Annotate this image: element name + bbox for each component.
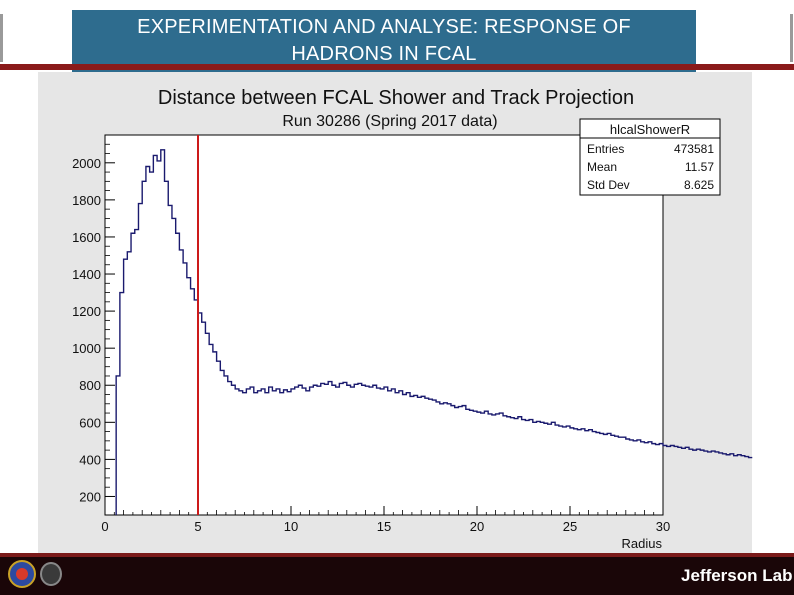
y-tick-label: 1400 bbox=[72, 267, 101, 282]
stats-entries-label: Entries bbox=[587, 142, 624, 156]
stats-mean-label: Mean bbox=[587, 160, 617, 174]
y-tick-label: 800 bbox=[79, 378, 101, 393]
stats-box-name: hlcalShowerR bbox=[610, 122, 690, 137]
seal-center bbox=[16, 568, 28, 580]
y-tick-label: 1800 bbox=[72, 193, 101, 208]
y-tick-label: 1600 bbox=[72, 230, 101, 245]
plot-area bbox=[104, 134, 664, 516]
slide-title-line2: HADRONS IN FCAL bbox=[291, 43, 477, 65]
slide-title: EXPERIMENTATION AND ANALYSE: RESPONSE OF… bbox=[72, 14, 696, 68]
stats-box: hlcalShowerR Entries 473581 Mean 11.57 S… bbox=[579, 118, 721, 196]
x-tick-label: 25 bbox=[563, 519, 577, 534]
y-tick-label: 1200 bbox=[72, 304, 101, 319]
y-tick-label: 400 bbox=[79, 452, 101, 467]
y-axis: 200 400 600 800 1000 1200 1400 1600 1800 2000 bbox=[72, 143, 115, 504]
y-tick-label: 1000 bbox=[72, 341, 101, 356]
stats-box-frame bbox=[579, 118, 721, 196]
stats-entries-value: 473581 bbox=[674, 142, 714, 156]
header-accent-strip bbox=[0, 64, 794, 70]
y-tick-label: 600 bbox=[79, 415, 101, 430]
chart-subtitle: Run 30286 (Spring 2017 data) bbox=[282, 113, 497, 130]
stats-stddev-label: Std Dev bbox=[587, 178, 630, 192]
partner-logo bbox=[40, 562, 62, 586]
x-tick-label: 10 bbox=[284, 519, 298, 534]
slide-title-line1: EXPERIMENTATION AND ANALYSE: RESPONSE OF bbox=[137, 16, 631, 38]
jefferson-lab-logo: Jefferson Lab bbox=[681, 566, 793, 585]
stats-stddev-value: 8.625 bbox=[684, 178, 714, 192]
y-tick-label: 200 bbox=[79, 489, 101, 504]
footer-accent bbox=[0, 553, 794, 557]
title-bar bbox=[72, 10, 696, 72]
x-tick-label: 15 bbox=[377, 519, 391, 534]
left-edge-mark bbox=[0, 14, 3, 62]
x-tick-label: 20 bbox=[470, 519, 484, 534]
chart-title: Distance between FCAL Shower and Track P… bbox=[158, 87, 634, 109]
x-tick-label: 30 bbox=[656, 519, 670, 534]
x-axis-label: Radius bbox=[622, 536, 663, 551]
stats-mean-value: 11.57 bbox=[685, 160, 714, 174]
y-tick-label: 2000 bbox=[72, 156, 101, 171]
x-tick-label: 0 bbox=[101, 519, 108, 534]
x-tick-label: 5 bbox=[194, 519, 201, 534]
right-edge-mark bbox=[790, 14, 793, 62]
histogram-line bbox=[115, 149, 753, 515]
footer-bar bbox=[0, 553, 794, 595]
doe-seal-logo bbox=[8, 560, 36, 588]
